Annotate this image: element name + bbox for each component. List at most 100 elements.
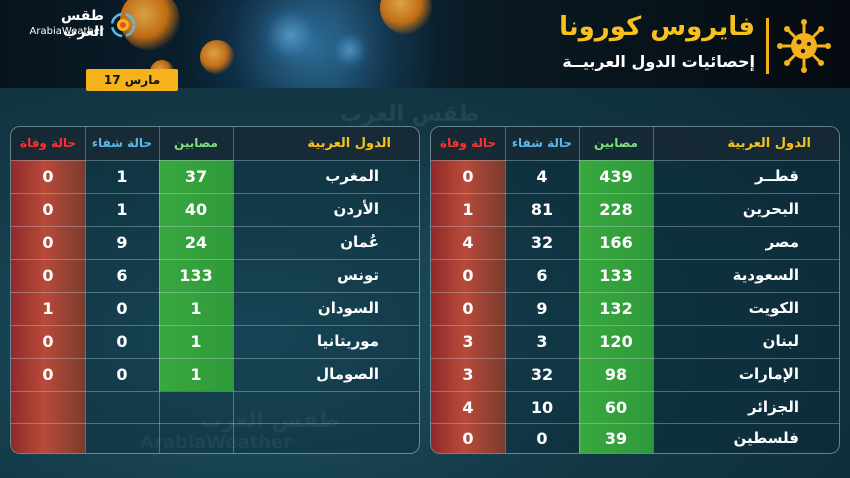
- infected-cell: [159, 391, 233, 424]
- recovered-column: حالة شفاء 4 81 32 6 9 3 32 10 0: [505, 127, 579, 453]
- page-title: فايروس كورونا: [559, 12, 755, 42]
- country-column: الدول العربية المغرب الأردن عُمان تونس ا…: [233, 127, 419, 453]
- deaths-cell: 0: [42, 266, 54, 285]
- country-cell: الكويت: [748, 299, 799, 317]
- recovered-cell: 4: [536, 167, 548, 186]
- deaths-cell: 3: [462, 332, 474, 351]
- infected-column: مصابين 439 228 166 133 132 120 98 60 39: [579, 127, 653, 453]
- infected-cell: 133: [599, 266, 633, 285]
- country-cell: السعودية: [732, 266, 799, 284]
- country-cell: الجزائر: [747, 398, 799, 416]
- recovered-cell: 6: [116, 266, 128, 285]
- recovered-cell: 0: [116, 332, 128, 351]
- recovered-cell: 81: [530, 200, 554, 219]
- watermark-english: ArabiaWeather: [140, 432, 293, 453]
- country-cell: عُمان: [340, 233, 379, 251]
- deaths-column: حالة وفاة 0 1 4 0 0 3 3 4 0: [431, 127, 505, 453]
- deaths-cell: [11, 422, 85, 453]
- country-cell: الإمارات: [738, 365, 799, 383]
- deaths-header: حالة وفاة: [11, 127, 85, 160]
- decor-virus: [200, 40, 234, 74]
- recovered-cell: 0: [536, 429, 548, 448]
- deaths-cell: 4: [462, 233, 474, 252]
- infected-cell: 133: [179, 266, 213, 285]
- infected-cell: 120: [599, 332, 633, 351]
- decor-cell: [260, 5, 320, 65]
- stats-table-right: حالة وفاة 0 1 4 0 0 3 3 4 0 حالة شفاء 4 …: [430, 126, 840, 454]
- recovered-cell: 1: [116, 200, 128, 219]
- infected-cell: 1: [190, 332, 202, 351]
- infected-cell: 37: [184, 167, 208, 186]
- country-cell: مصر: [765, 233, 799, 251]
- watermark-arabic: طقس العرب: [200, 408, 340, 433]
- infected-cell: 60: [604, 398, 628, 417]
- country-header: الدول العربية: [653, 127, 839, 160]
- recovered-cell: [85, 422, 159, 453]
- logo-arabic-text: طقس العرب: [60, 8, 104, 40]
- country-cell: المغرب: [325, 167, 379, 185]
- recovered-cell: 32: [530, 365, 554, 384]
- infected-cell: 132: [599, 299, 633, 318]
- deaths-cell: 0: [42, 167, 54, 186]
- recovered-cell: 10: [530, 398, 554, 417]
- deaths-cell: 3: [462, 365, 474, 384]
- date-badge: 17 مارس: [86, 69, 178, 91]
- recovered-cell: 3: [536, 332, 548, 351]
- decor-cell: [330, 30, 370, 70]
- recovered-header: حالة شفاء: [505, 127, 579, 160]
- country-cell: تونس: [337, 266, 379, 284]
- page-subtitle: إحصائيات الدول العربيــة: [562, 52, 755, 71]
- deaths-cell: 0: [42, 332, 54, 351]
- deaths-cell: 0: [42, 233, 54, 252]
- deaths-column: حالة وفاة 0 0 0 0 1 0 0: [11, 127, 85, 453]
- infected-cell: 1: [190, 299, 202, 318]
- infected-header: مصابين: [579, 127, 653, 160]
- infected-cell: 166: [599, 233, 633, 252]
- title-divider: [766, 18, 769, 74]
- deaths-header: حالة وفاة: [431, 127, 505, 160]
- recovered-cell: 0: [116, 299, 128, 318]
- deaths-cell: 1: [462, 200, 474, 219]
- infected-cell: 40: [184, 200, 208, 219]
- country-cell: فلسطين: [733, 429, 799, 447]
- country-cell: قطــر: [754, 167, 799, 185]
- recovered-cell: 1: [116, 167, 128, 186]
- recovered-cell: [85, 391, 159, 424]
- infected-cell: [159, 422, 233, 453]
- country-cell: لبنان: [762, 332, 799, 350]
- country-cell: البحرين: [742, 200, 799, 218]
- logo-english-text: ArabiaWeather: [29, 26, 104, 37]
- infected-cell: 39: [604, 429, 628, 448]
- coronavirus-sun-icon: [777, 19, 831, 73]
- stats-table-left: حالة وفاة 0 0 0 0 1 0 0 حالة شفاء 1 1 9 …: [10, 126, 420, 454]
- infected-column: مصابين 37 40 24 133 1 1 1: [159, 127, 233, 453]
- arabiaweather-logo-icon: [110, 12, 136, 38]
- country-cell: موريتانيا: [316, 332, 379, 350]
- infected-cell: 98: [604, 365, 628, 384]
- recovered-header: حالة شفاء: [85, 127, 159, 160]
- recovered-cell: 6: [536, 266, 548, 285]
- watermark-arabic: طقس العرب: [340, 102, 480, 127]
- decor-virus: [120, 0, 180, 50]
- country-cell: الأردن: [333, 200, 379, 218]
- infected-cell: 439: [599, 167, 633, 186]
- recovered-cell: 9: [536, 299, 548, 318]
- deaths-cell: 0: [462, 266, 474, 285]
- deaths-cell: 1: [42, 299, 54, 318]
- country-header: الدول العربية: [233, 127, 419, 160]
- infected-cell: 1: [190, 365, 202, 384]
- country-cell: [233, 422, 419, 453]
- infected-header: مصابين: [159, 127, 233, 160]
- deaths-cell: [11, 391, 85, 424]
- recovered-cell: 32: [530, 233, 554, 252]
- deaths-cell: 0: [462, 299, 474, 318]
- country-cell: السودان: [317, 299, 379, 317]
- recovered-cell: 9: [116, 233, 128, 252]
- infected-cell: 24: [184, 233, 208, 252]
- deaths-cell: 0: [42, 200, 54, 219]
- arabiaweather-logo[interactable]: طقس العرب ArabiaWeather: [18, 8, 138, 42]
- deaths-cell: 0: [462, 429, 474, 448]
- recovered-cell: 0: [116, 365, 128, 384]
- deaths-cell: 0: [42, 365, 54, 384]
- deaths-cell: 4: [462, 398, 474, 417]
